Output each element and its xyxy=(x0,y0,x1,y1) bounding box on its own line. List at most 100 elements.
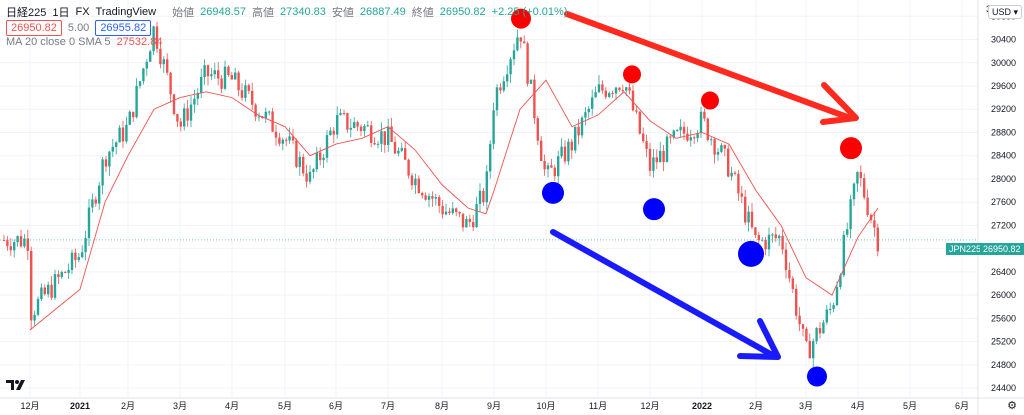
candle-body xyxy=(94,199,97,204)
candle-body xyxy=(631,90,635,111)
candle-body xyxy=(574,126,577,151)
candle-body xyxy=(842,234,845,276)
candle-body xyxy=(400,148,403,151)
candle-body xyxy=(614,87,618,94)
sell-price-button[interactable]: 26950.82 xyxy=(6,20,62,36)
candle-body xyxy=(727,148,730,177)
buy-price-button[interactable]: 26955.82 xyxy=(95,20,152,36)
candle-body xyxy=(2,239,6,241)
candle-body xyxy=(526,43,529,84)
candle-body xyxy=(281,139,284,144)
candle-body xyxy=(856,171,859,184)
candle-body xyxy=(672,130,675,138)
y-tick-label: 28000 xyxy=(991,174,1016,184)
candle-body xyxy=(451,208,454,214)
currency-select[interactable]: USD ▾ xyxy=(988,5,1023,19)
candle-body xyxy=(597,84,601,93)
interval[interactable]: 1日 xyxy=(52,7,70,19)
candle-body xyxy=(563,146,567,162)
candle-body xyxy=(305,173,308,182)
candle-body xyxy=(84,237,87,253)
candle-body xyxy=(655,157,658,163)
candle-body xyxy=(121,127,125,142)
candle-body xyxy=(475,203,478,228)
candle-body xyxy=(315,152,318,170)
candle-body xyxy=(455,208,458,212)
blue-trend-arrow xyxy=(550,229,777,359)
peak-marker xyxy=(840,137,862,160)
x-tick-label: 12月 xyxy=(20,401,39,411)
candle-body xyxy=(125,124,128,142)
candle-body xyxy=(210,74,213,77)
candle-body xyxy=(621,90,624,92)
candle-body xyxy=(30,250,33,321)
candle-body xyxy=(166,59,169,73)
x-tick-label: 6月 xyxy=(329,401,343,411)
candle-body xyxy=(47,284,50,295)
candle-body xyxy=(584,112,587,118)
x-tick-label: 2022 xyxy=(692,401,712,411)
candle-body xyxy=(162,59,165,65)
candle-body xyxy=(298,156,301,167)
candle-body xyxy=(553,167,556,177)
candle-body xyxy=(665,136,669,163)
candle-body xyxy=(176,114,179,122)
candle-body xyxy=(648,148,652,171)
candle-body xyxy=(220,78,223,89)
candle-body xyxy=(19,236,23,247)
candle-body xyxy=(784,249,788,271)
candle-body xyxy=(812,341,815,359)
candle-body xyxy=(659,150,662,163)
ma-legend[interactable]: MA 20 close 0 SMA 5 27532.84 xyxy=(6,36,162,48)
candle-body xyxy=(774,234,777,239)
candle-body xyxy=(359,126,363,132)
candle-body xyxy=(366,125,369,127)
candle-body xyxy=(183,108,186,127)
candle-body xyxy=(448,211,451,214)
spread-value: 5.00 xyxy=(67,22,90,34)
trough-marker xyxy=(738,240,764,267)
candle-body xyxy=(472,222,475,228)
low-value: 26887.49 xyxy=(359,6,406,18)
candle-body xyxy=(169,72,172,95)
last-price-symbol-tag: JPN225 xyxy=(946,243,985,255)
candle-body xyxy=(383,131,386,145)
candle-body xyxy=(373,142,376,145)
candle-body xyxy=(788,270,791,279)
x-tick-label: 4月 xyxy=(225,401,239,411)
candle-body xyxy=(128,111,131,125)
symbol-name[interactable]: 日経225 xyxy=(6,7,47,19)
candle-body xyxy=(424,195,427,200)
bid-ask-row: 26950.82 5.00 26955.82 xyxy=(6,20,152,36)
candle-body xyxy=(580,117,584,136)
x-tick-label: 5月 xyxy=(903,401,917,411)
candle-body xyxy=(778,235,781,239)
market: FX xyxy=(75,6,90,18)
y-tick-label: 26400 xyxy=(991,267,1016,277)
candle-body xyxy=(349,127,352,130)
candle-body xyxy=(91,199,94,208)
candle-body xyxy=(815,328,818,342)
ma-label: MA 20 close 0 SMA 5 xyxy=(6,36,111,48)
candle-body xyxy=(200,77,203,93)
candle-body xyxy=(26,238,29,251)
candle-body xyxy=(798,315,801,325)
candle-body xyxy=(492,110,495,144)
x-tick-label: 7月 xyxy=(381,401,395,411)
candle-body xyxy=(825,309,828,323)
y-tick-label: 28400 xyxy=(991,151,1016,161)
candle-body xyxy=(346,113,349,130)
candle-body xyxy=(329,130,332,136)
candle-body xyxy=(206,65,210,77)
gear-icon[interactable]: ⚙ xyxy=(1007,400,1017,412)
candle-body xyxy=(805,328,808,341)
x-tick-label: 3月 xyxy=(799,401,813,411)
candle-body xyxy=(557,156,560,177)
candle-body xyxy=(431,196,434,199)
y-tick-label: 28800 xyxy=(991,127,1016,137)
candle-body xyxy=(98,185,101,204)
candle-body xyxy=(240,90,244,98)
candle-body xyxy=(577,126,580,136)
candle-body xyxy=(461,213,465,228)
